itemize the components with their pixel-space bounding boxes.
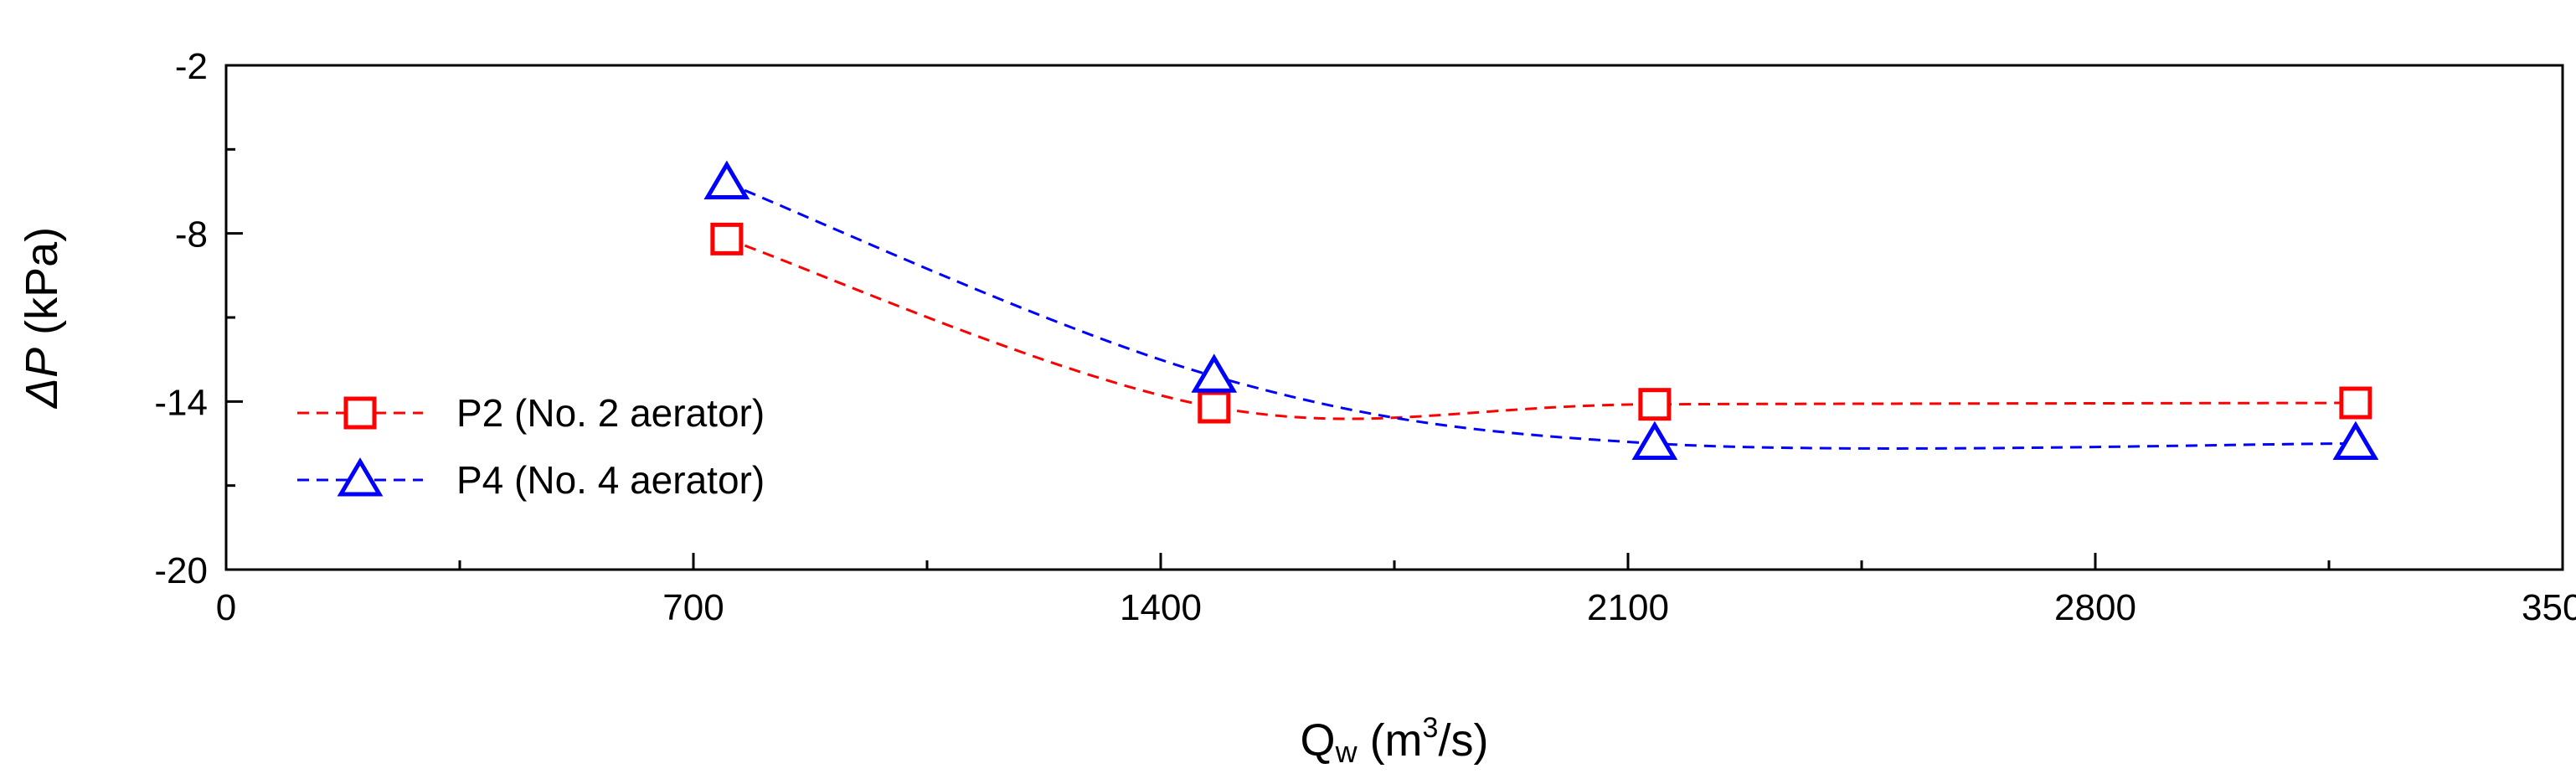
axis-tick-labels: 0 700 1400 2100 2800 3500 -20 -14 -8 -2: [154, 46, 2576, 628]
x-tick-label: 2100: [1587, 587, 1669, 628]
series-line-2: [726, 182, 2356, 450]
y-axis-label: ΔP (kPa): [17, 227, 67, 410]
y-tick-label: -2: [175, 46, 208, 87]
y-tick-label: -14: [154, 382, 208, 423]
series-lines: [726, 182, 2356, 450]
legend: P2 (No. 2 aerator) P4 (No. 4 aerator): [297, 391, 765, 502]
data-point-triangle: [703, 160, 750, 199]
axis-ticks: [224, 64, 2564, 571]
data-point-triangle: [1191, 353, 1238, 393]
data-point-triangle: [2332, 420, 2379, 460]
x-tick-label: 2800: [2054, 587, 2136, 628]
data-point-square: [710, 222, 744, 255]
legend-label: P4 (No. 4 aerator): [456, 458, 765, 502]
x-tick-label: 1400: [1120, 587, 1202, 628]
x-axis-label: Qw (m3/s): [1301, 712, 1489, 769]
series-line-1: [726, 237, 2356, 420]
data-point-square: [1638, 388, 1672, 421]
x-tick-label: 3500: [2522, 587, 2576, 628]
data-point-square: [1198, 390, 1231, 424]
data-point-triangle: [1631, 420, 1678, 460]
legend-label: P2 (No. 2 aerator): [456, 391, 765, 435]
y-tick-label: -20: [154, 550, 208, 591]
data-point-square: [2339, 386, 2372, 420]
x-tick-label: 0: [216, 587, 236, 628]
x-tick-label: 700: [662, 587, 724, 628]
legend-marker-triangle: [337, 457, 384, 497]
y-tick-label: -8: [175, 214, 208, 255]
series-markers: [703, 160, 2379, 460]
legend-marker-square: [343, 396, 377, 430]
